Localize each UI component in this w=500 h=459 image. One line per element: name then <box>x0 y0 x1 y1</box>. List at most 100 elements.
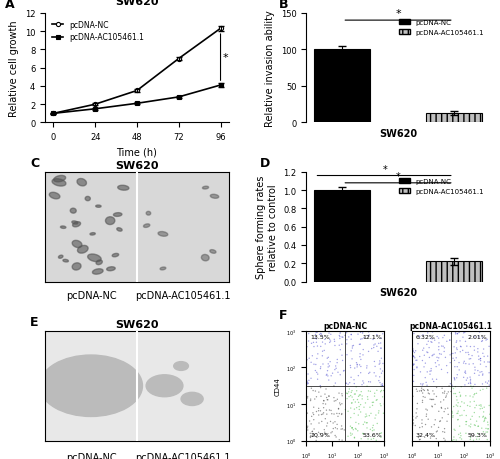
Point <box>350 342 358 349</box>
Point <box>332 363 340 370</box>
Point <box>374 348 382 355</box>
Point <box>478 425 486 432</box>
Point <box>334 425 342 432</box>
Point <box>338 390 346 397</box>
pcDNA-AC105461.1 <box>134 101 140 107</box>
Ellipse shape <box>210 250 216 254</box>
Point <box>304 393 312 400</box>
Point <box>372 373 380 380</box>
Point <box>413 364 421 372</box>
Point <box>416 381 424 388</box>
Text: *: * <box>396 172 400 182</box>
Point <box>424 407 432 414</box>
Point <box>458 436 466 443</box>
Point <box>466 398 474 406</box>
Point <box>350 376 358 384</box>
Point <box>376 430 384 437</box>
Point <box>480 358 488 366</box>
Point <box>314 405 322 412</box>
Point <box>466 343 474 351</box>
Point <box>358 330 366 337</box>
Point <box>456 343 464 350</box>
Point <box>330 425 338 432</box>
Point <box>470 437 478 444</box>
Point <box>466 380 474 387</box>
Point <box>308 413 316 420</box>
Text: 59.3%: 59.3% <box>468 432 487 437</box>
Point <box>315 420 323 427</box>
Point <box>362 410 370 418</box>
Point <box>435 340 443 347</box>
Point <box>376 379 384 386</box>
Text: pcDNA-AC105461.1: pcDNA-AC105461.1 <box>135 452 230 459</box>
Point <box>411 422 419 429</box>
pcDNA-NC <box>92 102 98 108</box>
Point <box>440 408 448 415</box>
Point <box>344 433 352 440</box>
Point <box>422 410 430 418</box>
Point <box>452 349 460 357</box>
Point <box>378 369 386 377</box>
Point <box>426 368 434 375</box>
Point <box>366 403 374 411</box>
Point <box>452 345 460 352</box>
Point <box>454 330 462 337</box>
Point <box>430 421 438 428</box>
Point <box>360 421 368 428</box>
Point <box>450 425 458 433</box>
Point <box>478 338 486 345</box>
Point <box>454 403 462 410</box>
Point <box>450 343 458 351</box>
Point <box>450 403 458 410</box>
Point <box>476 361 484 368</box>
Point <box>479 386 487 393</box>
Point <box>445 382 453 390</box>
Point <box>412 409 420 417</box>
Point <box>368 436 376 443</box>
Point <box>432 393 440 400</box>
Point <box>454 416 462 423</box>
Point <box>364 396 372 403</box>
Point <box>470 398 478 405</box>
Point <box>312 367 320 375</box>
Point <box>362 413 370 420</box>
Point <box>411 354 419 362</box>
Point <box>457 383 465 391</box>
Point <box>450 357 458 364</box>
Point <box>470 343 478 350</box>
Point <box>363 383 371 390</box>
Point <box>347 431 355 439</box>
X-axis label: Time (h): Time (h) <box>116 147 158 157</box>
Point <box>468 352 476 359</box>
Ellipse shape <box>112 254 118 257</box>
Point <box>477 403 485 410</box>
Point <box>310 339 318 346</box>
Point <box>413 405 421 413</box>
Ellipse shape <box>118 186 129 191</box>
Point <box>416 424 424 431</box>
Point <box>347 374 355 381</box>
Point <box>420 434 428 441</box>
Point <box>470 391 478 398</box>
Point <box>328 369 336 377</box>
Point <box>423 382 431 389</box>
Point <box>418 328 426 335</box>
Point <box>482 415 490 422</box>
Point <box>413 388 421 395</box>
Point <box>426 435 434 442</box>
Point <box>325 392 333 400</box>
Point <box>354 372 362 380</box>
Point <box>418 416 426 424</box>
Text: 6.32%: 6.32% <box>416 335 436 340</box>
Point <box>430 396 438 403</box>
Text: D: D <box>260 157 270 170</box>
Point <box>428 396 436 403</box>
Point <box>448 382 456 389</box>
Point <box>409 393 417 400</box>
Point <box>302 381 310 389</box>
Point <box>335 390 343 397</box>
Point <box>441 437 449 444</box>
Point <box>427 338 435 346</box>
Point <box>484 428 492 436</box>
Point <box>444 388 452 396</box>
